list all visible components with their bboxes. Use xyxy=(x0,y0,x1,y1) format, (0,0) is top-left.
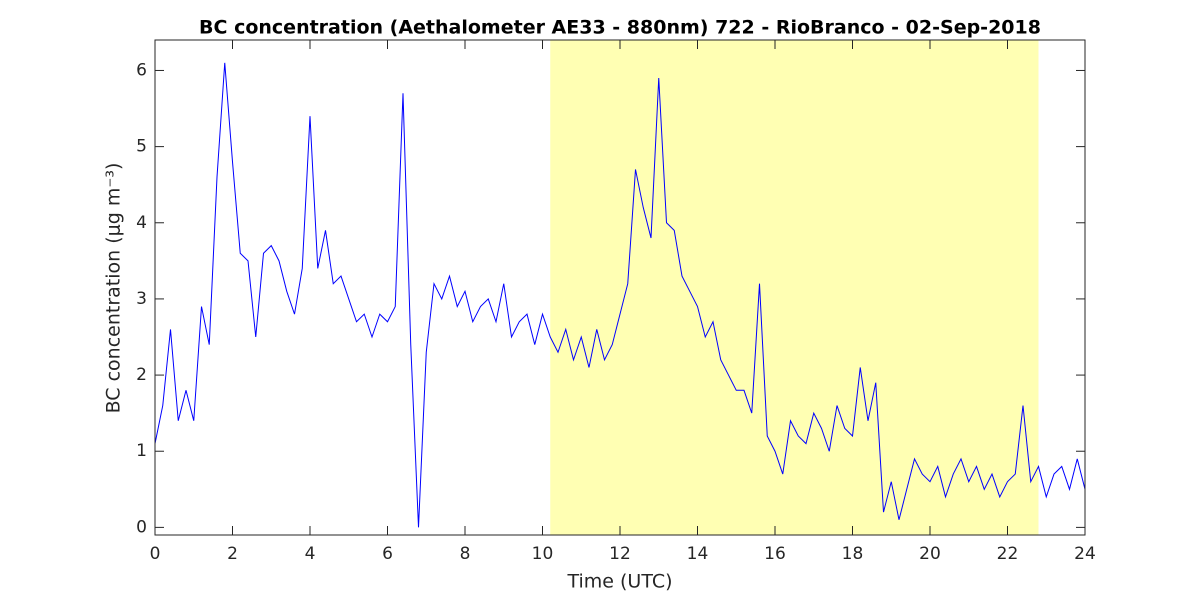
x-tick-label: 24 xyxy=(1074,544,1096,564)
y-tick-label: 1 xyxy=(136,441,147,461)
x-tick-label: 18 xyxy=(842,544,864,564)
y-tick-label: 6 xyxy=(136,60,147,80)
x-tick-label: 20 xyxy=(919,544,941,564)
x-tick-label: 8 xyxy=(460,544,471,564)
x-tick-label: 16 xyxy=(764,544,786,564)
plot-area xyxy=(154,40,1086,535)
y-tick-label: 4 xyxy=(136,213,147,233)
x-tick-label: 6 xyxy=(382,544,393,564)
x-axis-label: Time (UTC) xyxy=(566,571,672,593)
x-tick-label: 14 xyxy=(687,544,709,564)
y-axis-label: BC concentration (μg m⁻³) xyxy=(103,163,125,414)
x-tick-label: 10 xyxy=(532,544,554,564)
y-tick-label: 5 xyxy=(136,137,147,157)
x-tick-label: 0 xyxy=(150,544,161,564)
x-tick-label: 22 xyxy=(997,544,1019,564)
x-tick-label: 12 xyxy=(609,544,631,564)
y-tick-label: 3 xyxy=(136,289,147,309)
shaded-region xyxy=(550,40,1039,535)
data-line xyxy=(154,62,1086,528)
x-tick-label: 4 xyxy=(305,544,316,564)
y-tick-label: 2 xyxy=(136,365,147,385)
chart-title: BC concentration (Aethalometer AE33 - 88… xyxy=(199,17,1041,39)
x-tick-label: 2 xyxy=(227,544,238,564)
y-tick-label: 0 xyxy=(136,517,147,537)
